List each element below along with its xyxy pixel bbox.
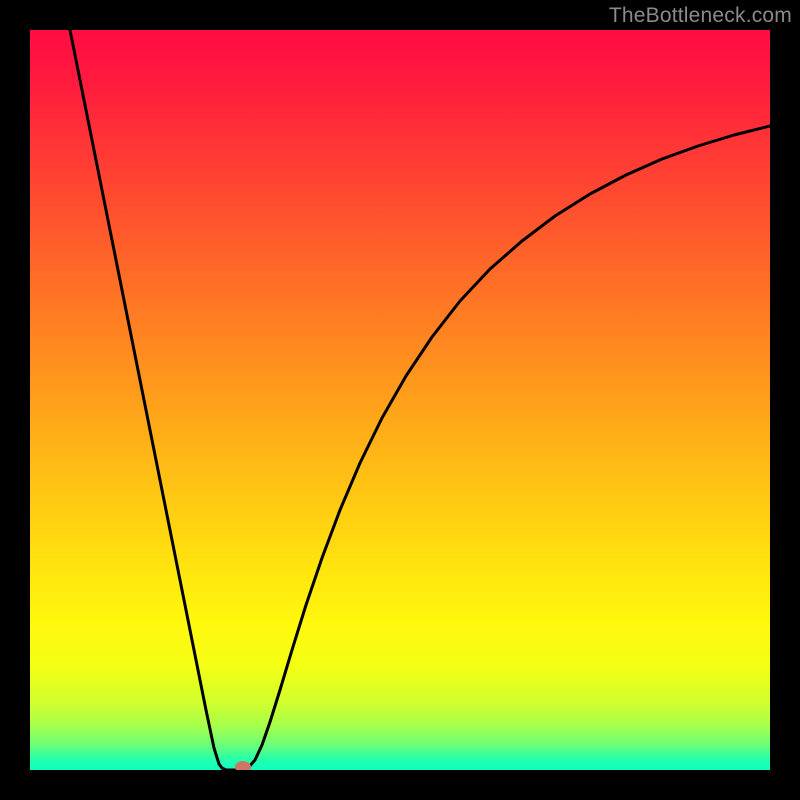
watermark-text: TheBottleneck.com xyxy=(609,4,792,28)
bottleneck-curve xyxy=(70,30,770,770)
curve-layer xyxy=(30,30,770,770)
chart-root: { "watermark": { "text": "TheBottleneck.… xyxy=(0,0,800,800)
minimum-marker xyxy=(235,761,251,770)
